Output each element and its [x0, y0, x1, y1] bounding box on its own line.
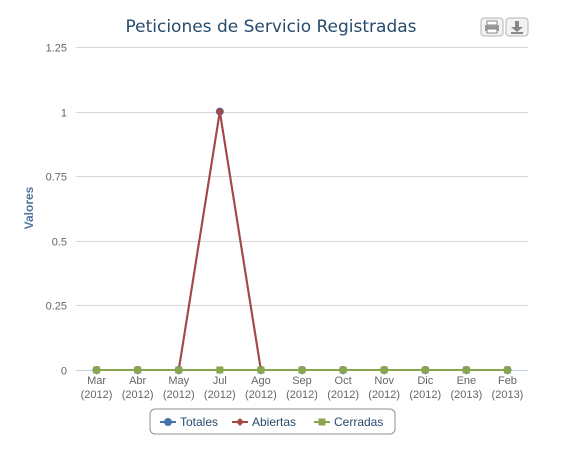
legend-item-totales: Totales [160, 415, 218, 429]
x-tick-label: Ene [457, 375, 477, 387]
legend-label: Abiertas [252, 415, 296, 429]
y-tick-label: 0.5 [52, 237, 67, 249]
x-tick-label: (2012) [204, 389, 236, 401]
data-point [503, 366, 511, 374]
x-tick-label: Nov [374, 375, 394, 387]
y-axis-ticks: 0 0.25 0.5 0.75 1 1.25 [46, 43, 67, 378]
data-point [216, 366, 224, 374]
series-line [96, 110, 508, 371]
y-tick-label: 0.75 [46, 172, 67, 184]
x-tick-label: (2012) [409, 389, 441, 401]
x-tick-label: Abr [129, 375, 146, 387]
x-tick-label: Jul [213, 375, 227, 387]
download-button[interactable] [505, 17, 529, 37]
series-totales [92, 107, 512, 374]
y-tick-label: 0 [61, 366, 67, 378]
chart-title: Peticiones de Servicio Registradas [125, 17, 416, 37]
y-tick-label: 1 [61, 108, 67, 120]
legend: Totales Abiertas Cerradas [149, 408, 396, 435]
x-tick-label: May [168, 375, 189, 387]
x-tick-label: (2012) [245, 389, 277, 401]
data-point [93, 366, 101, 374]
series [92, 107, 512, 374]
x-tick-label: (2013) [450, 389, 482, 401]
x-tick-label: (2012) [122, 389, 154, 401]
y-tick-label: 1.25 [46, 43, 67, 55]
legend-label: Totales [180, 415, 218, 429]
download-icon [511, 21, 523, 34]
x-tick-label: Dic [417, 375, 433, 387]
x-tick-label: (2013) [492, 389, 524, 401]
data-point [462, 366, 470, 374]
x-tick-label: Mar [87, 375, 106, 387]
legend-label: Cerradas [334, 415, 383, 429]
x-tick-label: Oct [335, 375, 352, 387]
y-axis-label: Valores [22, 186, 36, 229]
x-tick-label: Sep [292, 375, 312, 387]
data-point [257, 366, 265, 374]
series-line [96, 110, 508, 371]
legend-item-abiertas: Abiertas [232, 415, 296, 429]
data-point [380, 366, 388, 374]
data-point [134, 366, 142, 374]
series-cerradas [93, 366, 511, 374]
data-point [298, 366, 306, 374]
x-tick-label: Ago [251, 375, 271, 387]
print-button[interactable] [480, 17, 504, 37]
x-tick-label: (2012) [286, 389, 318, 401]
gridlines [76, 47, 528, 371]
printer-icon [485, 20, 499, 34]
data-point [175, 366, 183, 374]
legend-marker [318, 418, 326, 426]
legend-item-cerradas: Cerradas [314, 415, 383, 429]
x-tick-label: (2012) [163, 389, 195, 401]
x-tick-label: (2012) [81, 389, 113, 401]
legend-marker [236, 418, 244, 426]
data-point [421, 366, 429, 374]
data-point [339, 366, 347, 374]
x-tick-label: (2012) [327, 389, 359, 401]
y-tick-label: 0.25 [46, 301, 67, 313]
x-axis-ticks: Mar (2012) Abr (2012) May (2012) Jul (2012) Ago (… [81, 370, 524, 401]
legend-marker [164, 418, 172, 426]
series-abiertas [92, 107, 512, 374]
data-point [215, 107, 224, 116]
x-tick-label: Feb [498, 375, 517, 387]
x-tick-label: (2012) [368, 389, 400, 401]
